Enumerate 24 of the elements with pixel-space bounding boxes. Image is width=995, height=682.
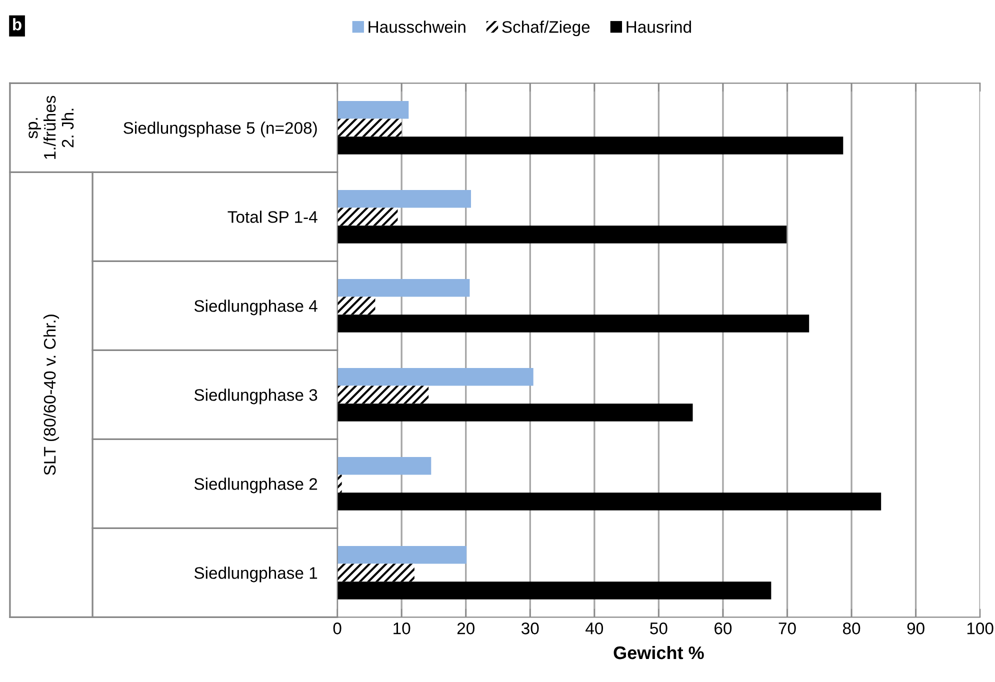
x-tick-label: 30 [522, 622, 539, 634]
y-tick-label: Siedlungphase 2 [194, 478, 318, 494]
x-tick-label: 80 [842, 622, 860, 634]
y-tick-label: Siedlungsphase 5 (n=208) [124, 122, 317, 138]
x-tick-label: 0 [333, 622, 342, 634]
x-tick-label: 70 [778, 622, 796, 634]
legend-label: Schaf/Ziege [502, 20, 590, 36]
y-tick-label: Siedlungphase 1 [194, 566, 318, 582]
x-tick-label: 100 [967, 622, 994, 634]
legend-label: Hausschwein [368, 20, 466, 33]
text: sp. 1./frühes 2. Jh. [28, 96, 74, 159]
x-tick-label: 10 [394, 622, 410, 634]
text: b [13, 18, 22, 30]
y-tick-label: Siedlungphase 4 [194, 300, 318, 316]
x-tick-label: 90 [907, 622, 924, 634]
text: SLT (80/60-40 v. Chr.) [43, 314, 60, 476]
x-tick-label: 50 [650, 622, 668, 634]
x-tick-label: 40 [586, 622, 604, 634]
x-tick-label: 20 [457, 622, 474, 634]
y-tick-label: Siedlungphase 3 [194, 388, 318, 404]
x-axis-title: Gewicht % [614, 646, 704, 660]
x-tick-label: 60 [714, 622, 732, 634]
y-tick-label: Total SP 1-4 [228, 210, 318, 223]
legend-label: Hausrind [626, 20, 691, 33]
